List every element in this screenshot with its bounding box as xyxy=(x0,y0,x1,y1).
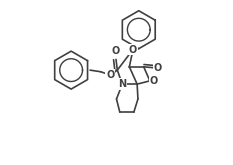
Text: O: O xyxy=(129,45,137,54)
Text: N: N xyxy=(118,79,126,89)
Text: O: O xyxy=(150,76,158,86)
Text: O: O xyxy=(112,46,120,56)
Text: O: O xyxy=(154,63,162,73)
Text: O: O xyxy=(106,70,114,80)
